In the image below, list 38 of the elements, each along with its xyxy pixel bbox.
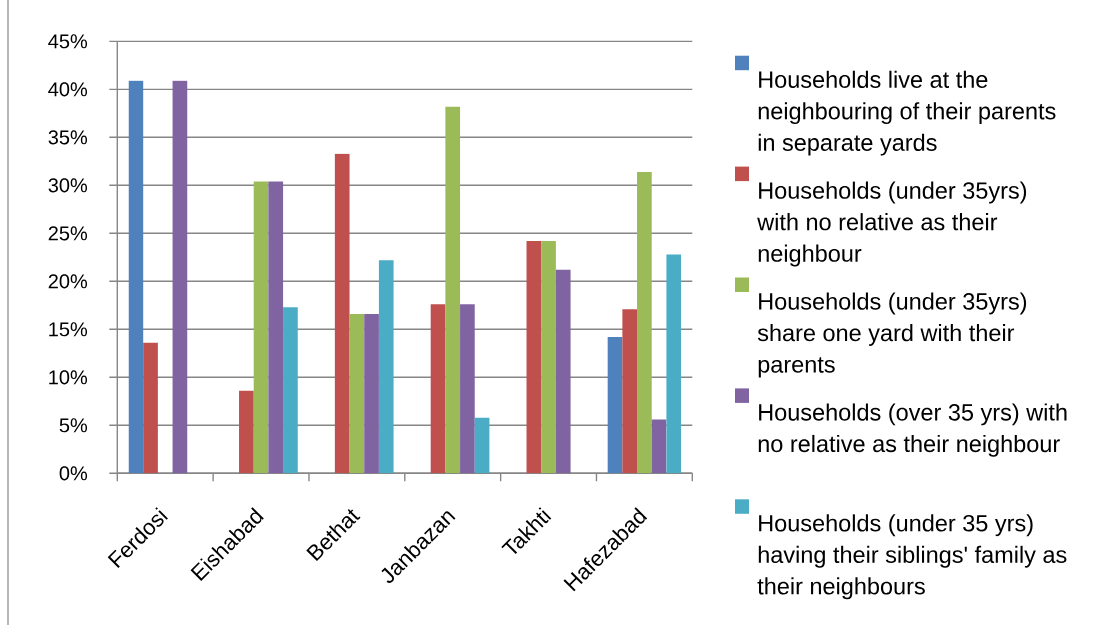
legend-label: Households (under 35 yrs) having their siblings' family as their neighbours [757,514,1067,600]
y-tick-label: 5% [59,418,88,433]
bar [622,309,638,474]
y-tick-label: 30% [48,178,88,193]
y-tick-label: 35% [48,130,88,145]
bar [526,241,542,474]
bar [283,307,298,474]
bar [239,390,254,474]
y-tick-label: 15% [49,322,88,337]
bar [541,241,556,474]
legend-label: Households (under 35yrs) share one yard with their parents [757,292,1027,378]
bar [378,260,394,474]
bar [364,313,379,474]
bar [334,153,350,474]
y-tick-label: 0% [59,466,88,481]
bar [349,313,365,474]
bar [143,342,158,474]
bar [445,106,461,474]
bar [430,304,446,474]
bar [172,80,188,474]
bar [555,269,571,474]
bar [607,337,623,474]
y-tick-label: 40% [48,82,88,97]
y-tick-label: 25% [48,226,88,241]
y-tick-label: 45% [48,34,88,49]
bar [637,171,652,474]
legend-label: Households (under 35yrs) with no relative as their neighbour [757,181,1027,267]
bar [460,304,475,474]
y-tick-label: 20% [48,274,88,289]
bar [651,419,667,474]
bar [128,80,144,474]
bar [474,417,490,474]
bar [666,254,682,474]
bar [253,181,269,474]
legend-label: Households (over 35 yrs) with no relative as their neighbour [758,403,1067,457]
legend-label: Households live at the neighbouring of their parents in separate yards [758,70,1056,156]
y-tick-label: 10% [49,370,88,385]
bar [268,181,284,474]
